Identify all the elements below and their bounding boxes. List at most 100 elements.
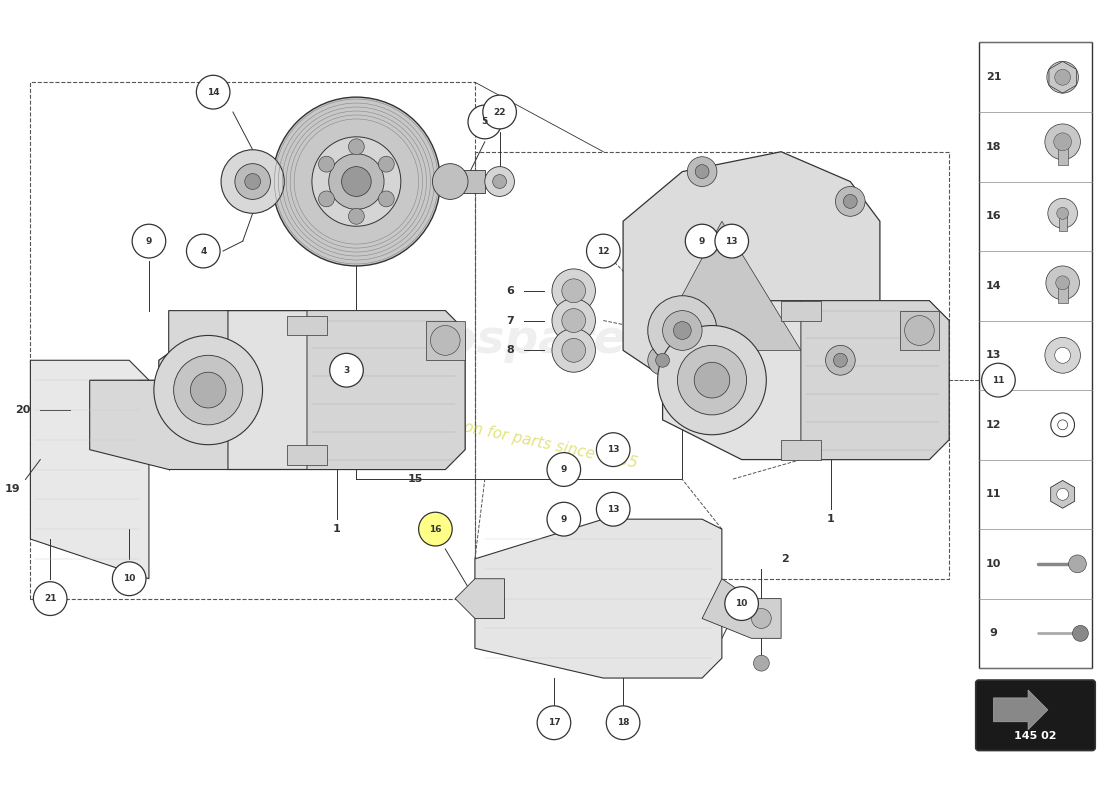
Circle shape xyxy=(329,154,384,210)
Text: 1: 1 xyxy=(332,524,341,534)
Bar xyxy=(781,440,821,459)
Circle shape xyxy=(606,706,640,740)
Text: 16: 16 xyxy=(986,211,1001,222)
Text: 15: 15 xyxy=(408,474,424,485)
Circle shape xyxy=(432,164,468,199)
Circle shape xyxy=(596,492,630,526)
Text: 11: 11 xyxy=(986,490,1001,499)
Circle shape xyxy=(648,346,678,375)
Polygon shape xyxy=(662,301,949,459)
Circle shape xyxy=(562,309,585,333)
Polygon shape xyxy=(702,578,781,638)
Text: 4: 4 xyxy=(200,246,207,255)
Circle shape xyxy=(658,326,767,434)
Polygon shape xyxy=(652,222,801,350)
Circle shape xyxy=(754,655,769,671)
Circle shape xyxy=(468,105,502,139)
Circle shape xyxy=(695,165,710,178)
Polygon shape xyxy=(801,301,949,459)
Bar xyxy=(287,315,327,335)
Circle shape xyxy=(826,346,855,375)
Circle shape xyxy=(834,354,847,367)
Circle shape xyxy=(547,453,581,486)
Circle shape xyxy=(685,224,719,258)
Text: 13: 13 xyxy=(607,505,619,514)
Bar xyxy=(979,42,1092,668)
Circle shape xyxy=(648,296,717,366)
Circle shape xyxy=(430,326,460,355)
Circle shape xyxy=(132,224,166,258)
Circle shape xyxy=(378,191,394,207)
Text: 9: 9 xyxy=(146,237,152,246)
Circle shape xyxy=(537,706,571,740)
Circle shape xyxy=(112,562,146,596)
Text: 13: 13 xyxy=(607,445,619,454)
Text: 14: 14 xyxy=(207,88,220,97)
Circle shape xyxy=(197,75,230,109)
Circle shape xyxy=(552,329,595,372)
Circle shape xyxy=(656,354,670,367)
Circle shape xyxy=(1048,198,1078,228)
Bar xyxy=(1058,214,1067,231)
Circle shape xyxy=(673,322,691,339)
Text: 7: 7 xyxy=(507,315,515,326)
Circle shape xyxy=(1056,276,1069,290)
Text: 5: 5 xyxy=(482,118,488,126)
Polygon shape xyxy=(158,310,465,470)
Text: 11: 11 xyxy=(992,376,1004,385)
Polygon shape xyxy=(31,360,149,578)
Text: 21: 21 xyxy=(44,594,56,603)
Circle shape xyxy=(547,502,581,536)
Circle shape xyxy=(330,354,363,387)
Circle shape xyxy=(187,234,220,268)
Circle shape xyxy=(485,166,515,197)
Circle shape xyxy=(483,95,516,129)
Polygon shape xyxy=(90,310,228,470)
Circle shape xyxy=(844,194,857,208)
Text: 9: 9 xyxy=(561,514,566,524)
Circle shape xyxy=(981,363,1015,397)
Circle shape xyxy=(342,166,371,197)
Circle shape xyxy=(1057,488,1068,500)
Polygon shape xyxy=(455,578,505,618)
Circle shape xyxy=(904,315,934,346)
Circle shape xyxy=(694,362,729,398)
Circle shape xyxy=(725,586,758,621)
Circle shape xyxy=(1045,124,1080,160)
Circle shape xyxy=(154,335,263,445)
Text: 12: 12 xyxy=(986,420,1001,430)
Circle shape xyxy=(596,433,630,466)
Circle shape xyxy=(349,139,364,154)
Circle shape xyxy=(319,191,334,207)
Circle shape xyxy=(174,355,243,425)
Circle shape xyxy=(715,224,748,258)
Circle shape xyxy=(312,137,400,226)
Circle shape xyxy=(1072,626,1088,642)
Circle shape xyxy=(688,157,717,186)
Polygon shape xyxy=(307,310,465,470)
Bar xyxy=(426,321,465,360)
Text: 10: 10 xyxy=(736,599,748,608)
Polygon shape xyxy=(475,519,722,678)
Text: 22: 22 xyxy=(494,107,506,117)
Text: 145 02: 145 02 xyxy=(1014,730,1057,741)
Circle shape xyxy=(419,512,452,546)
Text: 9: 9 xyxy=(990,628,998,638)
Circle shape xyxy=(1055,70,1070,86)
Text: 6: 6 xyxy=(507,286,515,296)
Text: 9: 9 xyxy=(698,237,705,246)
Bar xyxy=(450,170,485,194)
Circle shape xyxy=(836,186,865,216)
Text: 19: 19 xyxy=(4,484,21,494)
Text: 20: 20 xyxy=(15,405,31,415)
Circle shape xyxy=(319,156,334,172)
Text: eurospares: eurospares xyxy=(355,318,653,363)
Bar xyxy=(287,445,327,465)
Circle shape xyxy=(1054,133,1071,150)
Text: 9: 9 xyxy=(561,465,566,474)
FancyBboxPatch shape xyxy=(976,680,1096,750)
Text: 14: 14 xyxy=(986,281,1001,290)
Bar xyxy=(1058,283,1068,302)
Circle shape xyxy=(586,234,620,268)
Bar xyxy=(781,301,821,321)
